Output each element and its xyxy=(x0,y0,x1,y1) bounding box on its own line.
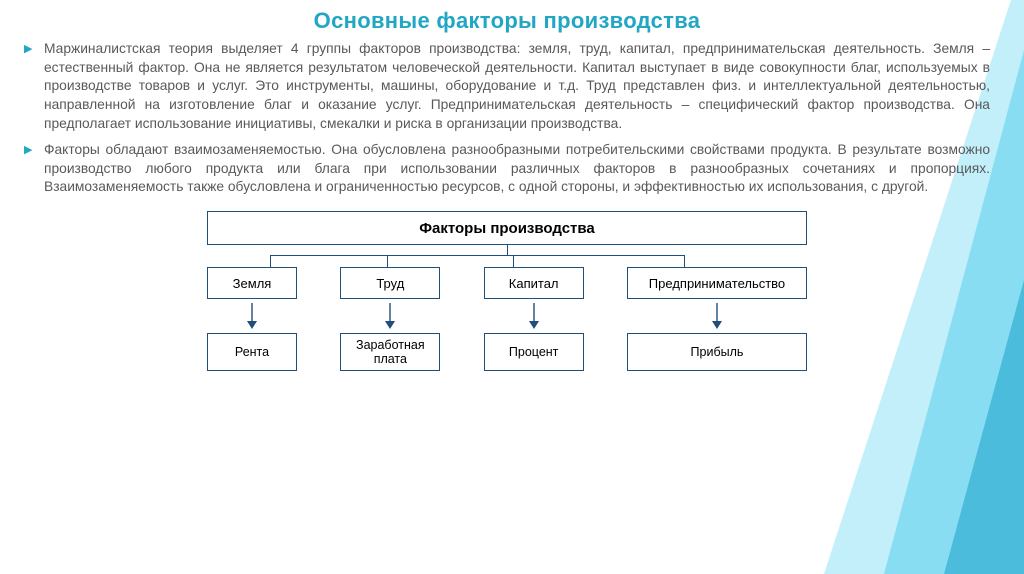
factor-row: Земля Труд Капитал Предпринимательство xyxy=(207,267,807,299)
page-title: Основные факторы производства xyxy=(24,8,990,34)
diagram-header-box: Факторы производства xyxy=(207,211,807,245)
diagram-connector xyxy=(207,245,807,267)
down-arrow-icon xyxy=(527,303,541,329)
income-box: Рента xyxy=(207,333,297,371)
down-arrow-icon xyxy=(245,303,259,329)
bullet-item: Маржиналистская теория выделяет 4 группы… xyxy=(24,40,990,133)
down-arrow-icon xyxy=(710,303,724,329)
factor-box: Труд xyxy=(340,267,440,299)
income-box: Процент xyxy=(484,333,584,371)
factor-box: Земля xyxy=(207,267,297,299)
arrow-cell xyxy=(627,303,807,329)
down-arrow-icon xyxy=(383,303,397,329)
arrow-row xyxy=(207,303,807,329)
income-box: Прибыль xyxy=(627,333,807,371)
income-box: Заработная плата xyxy=(340,333,440,371)
arrow-cell xyxy=(207,303,297,329)
income-row: Рента Заработная плата Процент Прибыль xyxy=(207,333,807,371)
bullet-list: Маржиналистская теория выделяет 4 группы… xyxy=(24,40,990,197)
factors-diagram: Факторы производства Земля Труд Капитал Пре… xyxy=(207,211,807,371)
factor-box: Предпринимательство xyxy=(627,267,807,299)
bullet-item: Факторы обладают взаимозаменяемостью. Он… xyxy=(24,141,990,197)
factor-box: Капитал xyxy=(484,267,584,299)
arrow-cell xyxy=(484,303,584,329)
arrow-cell xyxy=(340,303,440,329)
